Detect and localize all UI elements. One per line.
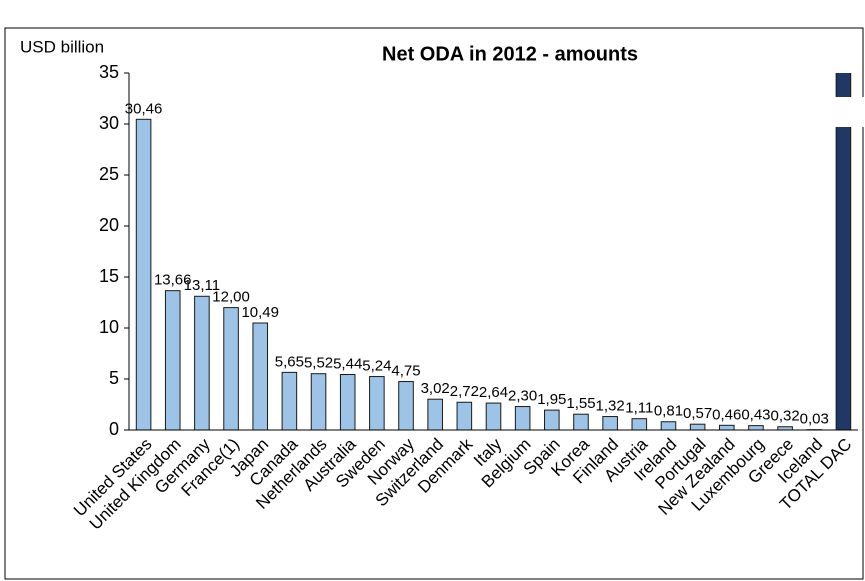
value-label: 30,46 (125, 100, 163, 117)
value-label: 0,81 (654, 403, 683, 420)
value-label: 0,43 (741, 407, 770, 424)
bar (369, 376, 385, 430)
bar (223, 307, 239, 430)
value-label: 13,66 (154, 272, 192, 289)
value-label: 2,64 (479, 384, 508, 401)
bar (398, 381, 414, 430)
value-label: 0,32 (770, 408, 799, 425)
bar (660, 421, 677, 430)
y-tick-label: 20 (99, 215, 119, 235)
bar (135, 118, 152, 430)
y-tick-label: 5 (109, 368, 119, 388)
value-label: 2,30 (508, 388, 537, 405)
bar (194, 295, 210, 430)
bar (631, 418, 648, 430)
value-label: 12,00 (212, 289, 250, 306)
y-tick-label: 25 (99, 164, 119, 184)
label-mask (835, 97, 865, 127)
value-label: 10,49 (241, 304, 279, 321)
value-label: 5,44 (333, 355, 362, 372)
value-label: 1,11 (625, 400, 653, 417)
value-label: 2,72 (450, 383, 479, 400)
value-label: 0,03 (800, 411, 829, 428)
value-label: 4,75 (391, 363, 420, 380)
chart-title: Net ODA in 2012 - amounts (382, 43, 638, 65)
y-tick-label: 0 (109, 419, 119, 439)
bar (689, 423, 706, 430)
bar (748, 425, 764, 430)
bar (427, 398, 443, 430)
value-label: 5,24 (362, 358, 391, 375)
bar (718, 424, 735, 430)
bar (310, 373, 327, 430)
value-label: 0,46 (712, 406, 741, 423)
bar (339, 374, 356, 430)
bar (252, 322, 269, 430)
value-label: 13,11 (184, 277, 220, 294)
value-label: 5,52 (304, 355, 333, 372)
value-label: 1,55 (566, 395, 595, 412)
value-label: 1,95 (537, 391, 566, 408)
value-label: 1,32 (596, 398, 625, 415)
y-tick-label: 10 (99, 317, 119, 337)
y-tick-label: 35 (99, 62, 119, 82)
value-label: 5,65 (275, 353, 304, 370)
value-label: 3,02 (421, 380, 450, 397)
bars (135, 73, 852, 430)
bar (164, 290, 181, 430)
y-axis-label: USD billion (20, 37, 104, 56)
bar (602, 416, 618, 430)
bar (456, 401, 473, 430)
bar (573, 413, 589, 430)
value-label: 0,57 (683, 405, 712, 422)
bar (485, 402, 502, 430)
bar (835, 73, 852, 430)
bar (544, 409, 560, 430)
y-tick-label: 30 (99, 113, 119, 133)
bar (514, 406, 531, 430)
bar (281, 371, 298, 430)
y-tick-label: 15 (99, 266, 119, 286)
